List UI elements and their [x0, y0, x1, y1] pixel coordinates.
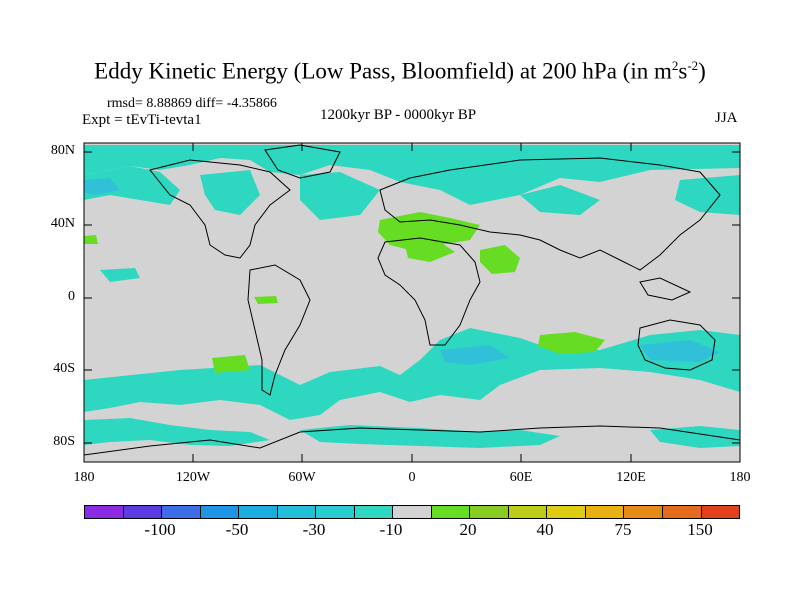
- map-background: [84, 143, 740, 462]
- lat-label-40n: 40N: [50, 216, 75, 231]
- antarctic-band-east: [300, 425, 560, 448]
- lat-label-0: 0: [68, 289, 75, 304]
- colorbar-swatch: [239, 506, 278, 518]
- colorbar-swatch: [624, 506, 663, 518]
- eurasia-outline: [379, 157, 721, 271]
- colorbar-swatch: [431, 506, 471, 518]
- negative-deeper-regions: [84, 178, 720, 365]
- colorbar-swatch: [316, 506, 355, 518]
- northeast-asia: [675, 175, 740, 215]
- colorbar-label: 150: [687, 520, 713, 539]
- colorbar-label: -10: [379, 520, 403, 539]
- colorbar-label: -100: [144, 520, 176, 539]
- colorbar-swatch: [508, 506, 548, 518]
- colorbar-swatch: [701, 506, 740, 518]
- africa-outline: [377, 237, 481, 346]
- atlantic-equatorial-patch: [254, 296, 278, 304]
- arabia: [480, 245, 520, 274]
- lon-label-180e: 180: [729, 470, 751, 485]
- antarctica-outline: [83, 425, 741, 456]
- southern-ocean-band: [84, 328, 740, 420]
- colorbar-swatch: [200, 506, 240, 518]
- colorbar-swatch: [277, 506, 317, 518]
- south-america-outline: [247, 264, 311, 396]
- lat-label-80s: 80S: [53, 434, 75, 449]
- north-america-outline: [149, 159, 291, 259]
- colorbar-swatch: [393, 506, 432, 518]
- period-label: 1200kyr BP - 0000kyr BP: [320, 107, 477, 123]
- colorbar-label: 40: [536, 520, 554, 539]
- pacific-north-patch: [84, 235, 98, 244]
- lon-label-120w: 120W: [175, 470, 211, 485]
- central-asia: [520, 185, 600, 215]
- maritime-continent-outline: [639, 277, 692, 301]
- south-indian-ocean: [538, 332, 605, 354]
- antarctic-band-far-east: [650, 426, 740, 448]
- lon-label-120e: 120E: [616, 470, 646, 485]
- greenland-outline: [264, 144, 341, 179]
- season-label: JJA: [715, 110, 738, 126]
- tropical-pacific-patch: [100, 268, 140, 282]
- colorbar-label: 75: [614, 520, 632, 539]
- colorbar-swatch: [354, 506, 394, 518]
- colorbar-label: 20: [459, 520, 477, 539]
- colorbar-swatch: [85, 506, 124, 518]
- north-africa: [405, 242, 455, 262]
- australia-outline: [637, 319, 716, 371]
- lat-label-40s: 40S: [53, 361, 75, 376]
- coastlines: [83, 144, 741, 456]
- colorbar-swatch: [470, 506, 509, 518]
- positive-anomaly-regions: [84, 212, 605, 373]
- north-atlantic: [300, 172, 380, 220]
- south-pacific-patch: [212, 355, 250, 373]
- arctic-band: [84, 145, 740, 205]
- lon-label-60e: 60E: [509, 470, 533, 485]
- north-america-west: [200, 170, 260, 215]
- colorbar-swatch: [123, 506, 163, 518]
- negative-anomaly-regions: [84, 145, 740, 448]
- lon-label-60w: 60W: [288, 470, 316, 485]
- colorbar-label: -30: [302, 520, 326, 539]
- colorbar-label: -50: [225, 520, 249, 539]
- lon-label-180w: 180: [73, 470, 95, 485]
- colorbar-swatch: [162, 506, 201, 518]
- lat-label-80n: 80N: [50, 143, 75, 158]
- antarctic-band-west: [84, 418, 270, 446]
- colorbar-swatch: [585, 506, 625, 518]
- stats-label: rmsd= 8.88869 diff= -4.35866: [107, 96, 277, 111]
- experiment-label: Expt = tEvTi-tevta1: [82, 112, 202, 128]
- axis-ticks: [84, 143, 740, 462]
- colorbar: [84, 505, 740, 519]
- north-pacific-west: [84, 166, 180, 205]
- lon-label-0: 0: [408, 470, 416, 485]
- plot-title: Eddy Kinetic Energy (Low Pass, Bloomfiel…: [94, 58, 706, 84]
- colorbar-swatch: [547, 506, 586, 518]
- colorbar-swatch: [662, 506, 702, 518]
